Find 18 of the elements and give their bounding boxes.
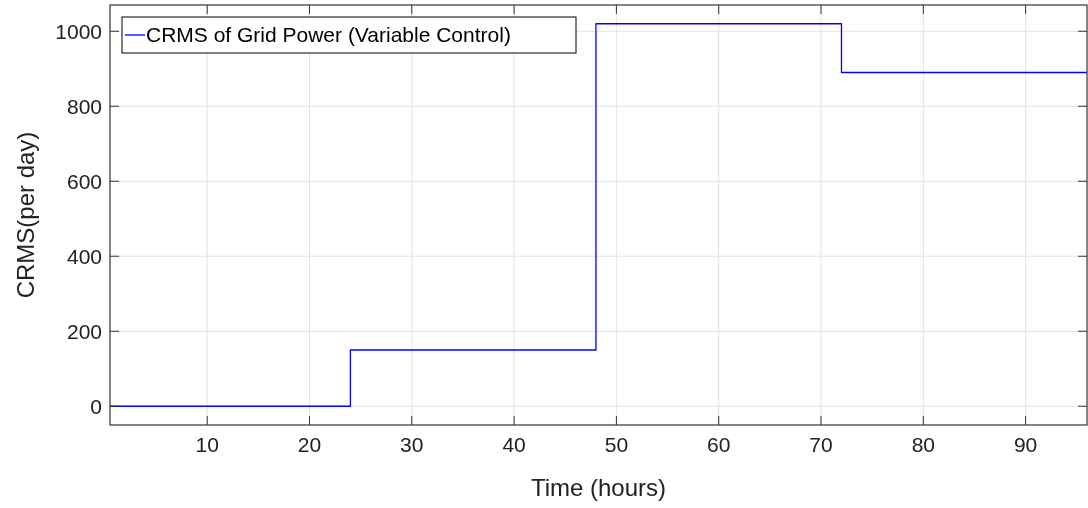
x-axis-title: Time (hours)	[530, 474, 667, 501]
x-tick-label: 10	[195, 433, 219, 456]
y-tick-label: 1000	[55, 19, 102, 43]
legend-label: CRMS of Grid Power (Variable Control)	[146, 23, 511, 47]
x-tick-label: 80	[911, 433, 935, 456]
x-tick-label: 30	[400, 433, 424, 456]
y-tick-label: 200	[66, 319, 102, 343]
x-tick-label: 70	[809, 433, 833, 456]
x-tick-label: 90	[1013, 433, 1038, 456]
y-tick-label: 600	[66, 169, 102, 193]
x-tick-label: 50	[604, 433, 629, 456]
y-tick-label: 0	[90, 394, 102, 418]
y-tick-label: 400	[66, 244, 102, 268]
x-tick-label: 40	[502, 433, 526, 456]
y-tick-label: 800	[66, 94, 102, 118]
x-tick-label: 20	[297, 433, 322, 456]
y-axis-title: CRMS(per day)	[12, 131, 39, 299]
x-tick-label: 60	[707, 433, 731, 456]
